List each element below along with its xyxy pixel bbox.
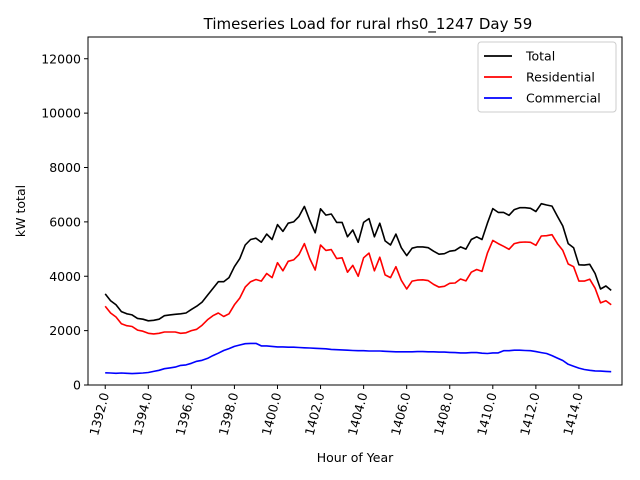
x-axis-ticks: 1392.0 1394.0 1396.0 1398.0 1400.0 1402.0 1404… bbox=[86, 385, 586, 437]
y-tick-label: 0 bbox=[73, 378, 81, 393]
x-tick-label: 1408.0 bbox=[431, 391, 457, 437]
x-tick-label: 1398.0 bbox=[216, 391, 242, 437]
x-tick-label: 1394.0 bbox=[129, 391, 155, 437]
x-tick-label: 1414.0 bbox=[560, 391, 586, 437]
y-tick-label: 8000 bbox=[49, 160, 81, 175]
y-tick-label: 10000 bbox=[41, 106, 81, 121]
y-axis-label: kW total bbox=[13, 185, 28, 237]
legend-frame bbox=[477, 41, 617, 113]
legend-label-total: Total bbox=[525, 49, 555, 64]
x-tick-label: 1410.0 bbox=[474, 391, 500, 437]
legend-label-residential: Residential bbox=[526, 70, 595, 85]
x-tick-label: 1392.0 bbox=[86, 391, 112, 437]
plot-frame-border bbox=[87, 36, 623, 386]
y-tick-label: 12000 bbox=[41, 51, 81, 66]
series-line-residential bbox=[104, 233, 612, 335]
series-layer bbox=[104, 202, 612, 375]
series-line-total bbox=[104, 202, 612, 322]
y-tick-label: 6000 bbox=[49, 214, 81, 229]
chart-title: Timeseries Load for rural rhs0_1247 Day … bbox=[203, 15, 533, 34]
legend: Total Residential Commercial bbox=[477, 41, 617, 113]
x-tick-label: 1402.0 bbox=[302, 391, 328, 437]
y-axis-ticks: 0 2000 4000 6000 8000 10000 12000 bbox=[41, 51, 88, 393]
x-axis-label: Hour of Year bbox=[317, 450, 394, 465]
legend-label-commercial: Commercial bbox=[526, 91, 601, 106]
x-tick-label: 1404.0 bbox=[345, 391, 371, 437]
x-tick-label: 1412.0 bbox=[517, 391, 543, 437]
y-tick-label: 4000 bbox=[49, 269, 81, 284]
x-tick-label: 1396.0 bbox=[172, 391, 198, 437]
y-tick-label: 2000 bbox=[49, 323, 81, 338]
series-line-commercial bbox=[105, 342, 612, 375]
x-tick-label: 1400.0 bbox=[259, 391, 285, 437]
x-tick-label: 1406.0 bbox=[388, 391, 414, 437]
